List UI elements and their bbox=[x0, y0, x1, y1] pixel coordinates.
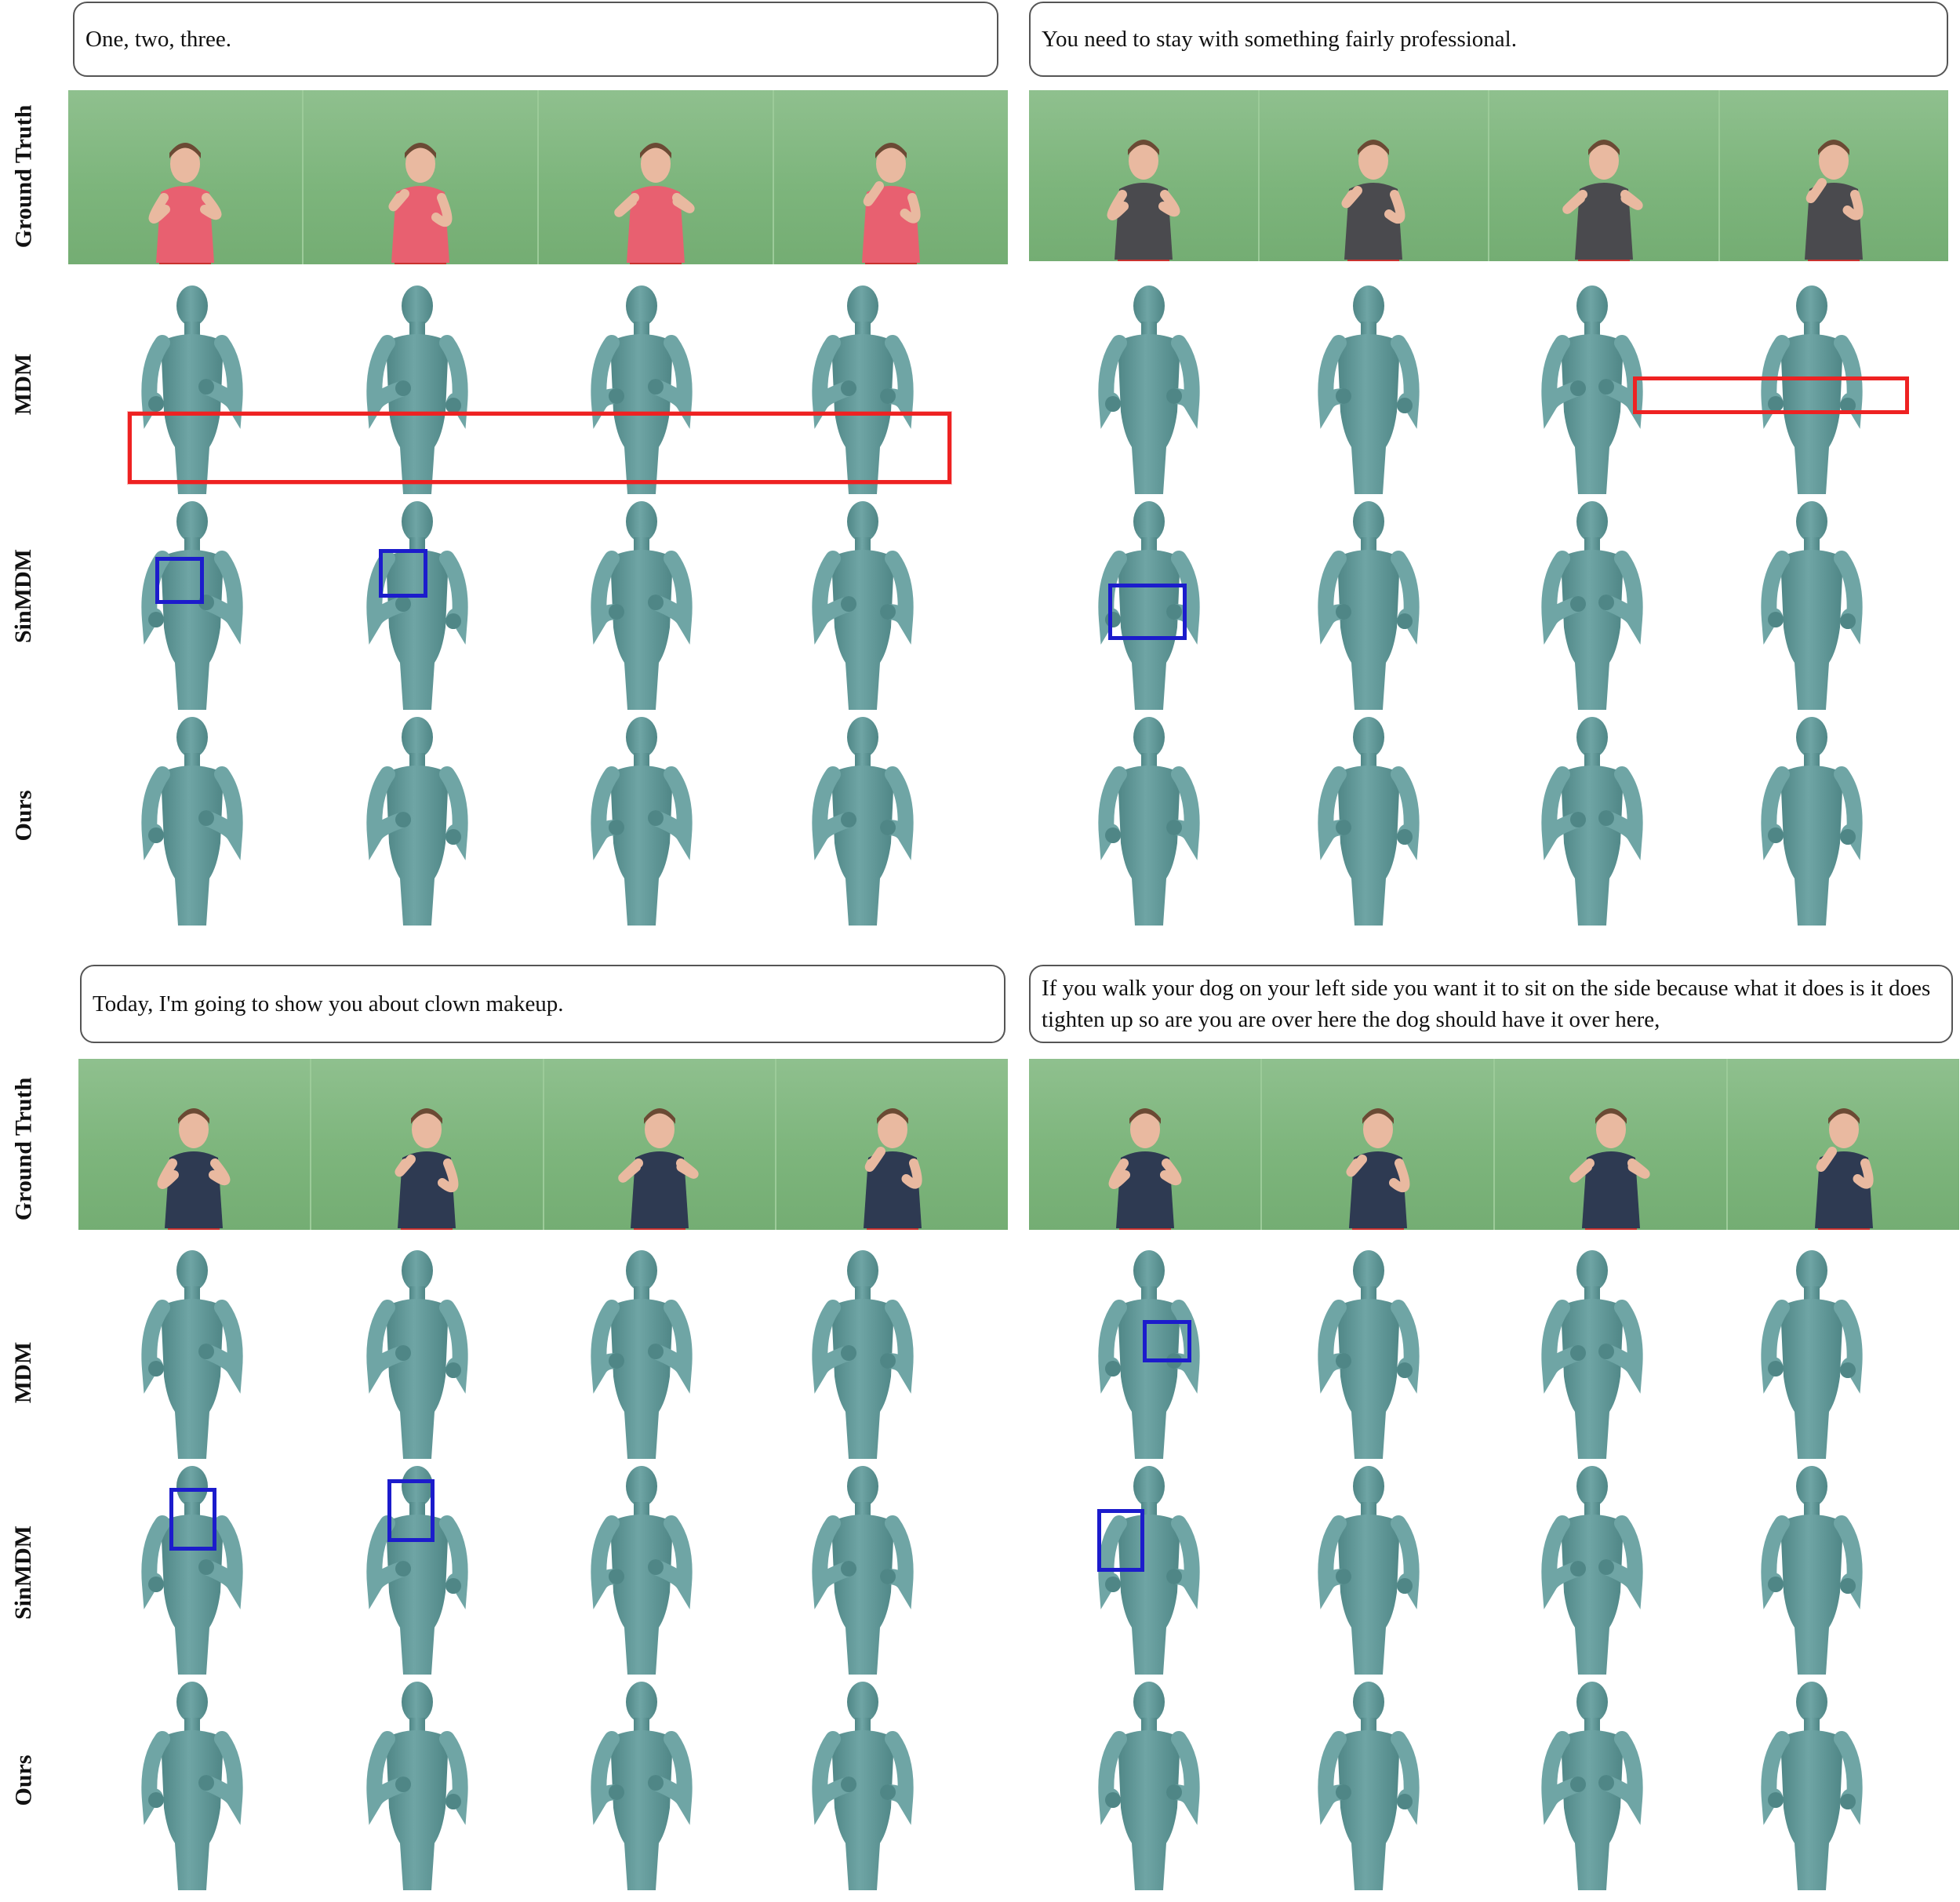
avatar-figure bbox=[106, 710, 278, 926]
ground-truth-strip-top-left bbox=[68, 90, 1008, 264]
avatar-figure bbox=[776, 1675, 949, 1890]
video-frame bbox=[68, 90, 302, 264]
sentence-caption-top-right: You need to stay with something fairly p… bbox=[1029, 2, 1948, 77]
error-highlight-box bbox=[1633, 376, 1909, 414]
video-frame bbox=[775, 1059, 1008, 1230]
avatar-figure bbox=[331, 494, 504, 710]
avatar-figure bbox=[555, 1243, 728, 1459]
avatar-figure bbox=[1063, 710, 1235, 926]
video-frame bbox=[1029, 90, 1258, 261]
video-frame bbox=[1260, 1059, 1493, 1230]
signer-figure bbox=[388, 143, 453, 264]
sentence-caption-top-left: One, two, three. bbox=[73, 2, 998, 77]
avatar-figure bbox=[1725, 494, 1898, 710]
avatar-figure bbox=[555, 1675, 728, 1890]
signer-figure bbox=[1805, 140, 1864, 261]
signer-figure bbox=[1108, 1108, 1181, 1230]
avatar-figure bbox=[1282, 494, 1455, 710]
signer-figure bbox=[863, 1108, 922, 1230]
avatar-figure bbox=[1506, 1675, 1678, 1890]
avatar-figure bbox=[106, 1243, 278, 1459]
video-frame bbox=[537, 90, 773, 264]
avatar-figure bbox=[555, 1459, 728, 1675]
video-frame bbox=[1029, 1059, 1260, 1230]
row-label-ground-truth-bottom: Ground Truth bbox=[10, 1077, 37, 1221]
avatar-figure bbox=[776, 494, 949, 710]
avatar-figure bbox=[776, 1459, 949, 1675]
signer-figure bbox=[395, 1108, 459, 1230]
signer-figure bbox=[618, 1108, 699, 1230]
video-frame bbox=[1488, 90, 1718, 261]
avatar-figure bbox=[331, 1675, 504, 1890]
signer-figure bbox=[1814, 1108, 1874, 1230]
avatar-figure bbox=[555, 494, 728, 710]
video-frame bbox=[542, 1059, 776, 1230]
video-frame bbox=[302, 90, 537, 264]
avatar-figure bbox=[555, 710, 728, 926]
signer-figure bbox=[1346, 1108, 1409, 1230]
signer-figure bbox=[1107, 140, 1180, 261]
video-frame bbox=[1493, 1059, 1726, 1230]
signer-figure bbox=[1562, 140, 1643, 261]
hand-highlight-box bbox=[155, 557, 204, 604]
avatar-figure bbox=[776, 1243, 949, 1459]
avatar-figure bbox=[1063, 1675, 1235, 1890]
avatar-figure bbox=[1063, 1243, 1235, 1459]
video-frame bbox=[1726, 1059, 1959, 1230]
signer-figure bbox=[157, 1108, 231, 1230]
row-label-sinmdm-top: SinMDM bbox=[10, 549, 36, 643]
row-label-mdm-top: MDM bbox=[10, 353, 37, 416]
avatar-figure bbox=[1506, 710, 1678, 926]
video-frame bbox=[309, 1059, 543, 1230]
avatar-figure bbox=[1282, 710, 1455, 926]
hand-highlight-box bbox=[379, 549, 427, 598]
signer-figure bbox=[148, 143, 222, 264]
hand-highlight-box bbox=[1143, 1320, 1191, 1362]
error-highlight-box bbox=[128, 412, 951, 484]
video-frame bbox=[773, 90, 1008, 264]
row-label-ground-truth-top: Ground Truth bbox=[10, 104, 37, 249]
row-label-ours-top: Ours bbox=[10, 790, 37, 842]
avatar-figure bbox=[331, 710, 504, 926]
avatar-figure bbox=[1506, 278, 1678, 494]
row-label-ours-bottom: Ours bbox=[10, 1755, 37, 1806]
avatar-figure bbox=[331, 1243, 504, 1459]
hand-highlight-box bbox=[169, 1488, 216, 1551]
avatar-figure bbox=[1282, 1243, 1455, 1459]
signer-figure bbox=[1341, 140, 1405, 261]
video-frame bbox=[78, 1059, 310, 1230]
avatar-figure bbox=[1725, 278, 1898, 494]
avatar-figure bbox=[1725, 710, 1898, 926]
row-label-sinmdm-bottom: SinMDM bbox=[10, 1526, 36, 1620]
ground-truth-strip-top-right bbox=[1029, 90, 1948, 261]
signer-figure bbox=[862, 143, 921, 264]
sentence-caption-bottom-left: Today, I'm going to show you about clown… bbox=[80, 965, 1005, 1043]
sentence-caption-bottom-right: If you walk your dog on your left side y… bbox=[1029, 965, 1953, 1043]
signer-figure bbox=[1569, 1108, 1650, 1230]
video-frame bbox=[1718, 90, 1948, 261]
avatar-figure bbox=[1282, 278, 1455, 494]
row-label-mdm-bottom: MDM bbox=[10, 1341, 37, 1404]
avatar-figure bbox=[1282, 1675, 1455, 1890]
avatar-figure bbox=[776, 710, 949, 926]
hand-highlight-box bbox=[1097, 1509, 1144, 1572]
avatar-figure bbox=[331, 1459, 504, 1675]
signer-figure bbox=[614, 143, 695, 264]
avatar-figure bbox=[1506, 494, 1678, 710]
hand-highlight-box bbox=[1108, 584, 1187, 640]
avatar-figure bbox=[1063, 278, 1235, 494]
video-frame bbox=[1257, 90, 1488, 261]
avatar-figure bbox=[1506, 1243, 1678, 1459]
hand-highlight-box bbox=[387, 1479, 435, 1542]
avatar-figure bbox=[1725, 1459, 1898, 1675]
avatar-figure bbox=[1506, 1459, 1678, 1675]
avatar-figure bbox=[1063, 1459, 1235, 1675]
avatar-figure bbox=[1282, 1459, 1455, 1675]
avatar-figure bbox=[1725, 1675, 1898, 1890]
ground-truth-strip-bottom-right bbox=[1029, 1059, 1959, 1230]
ground-truth-strip-bottom-left bbox=[78, 1059, 1008, 1230]
avatar-figure bbox=[106, 1675, 278, 1890]
avatar-figure bbox=[1725, 1243, 1898, 1459]
avatar-figure bbox=[106, 1459, 278, 1675]
